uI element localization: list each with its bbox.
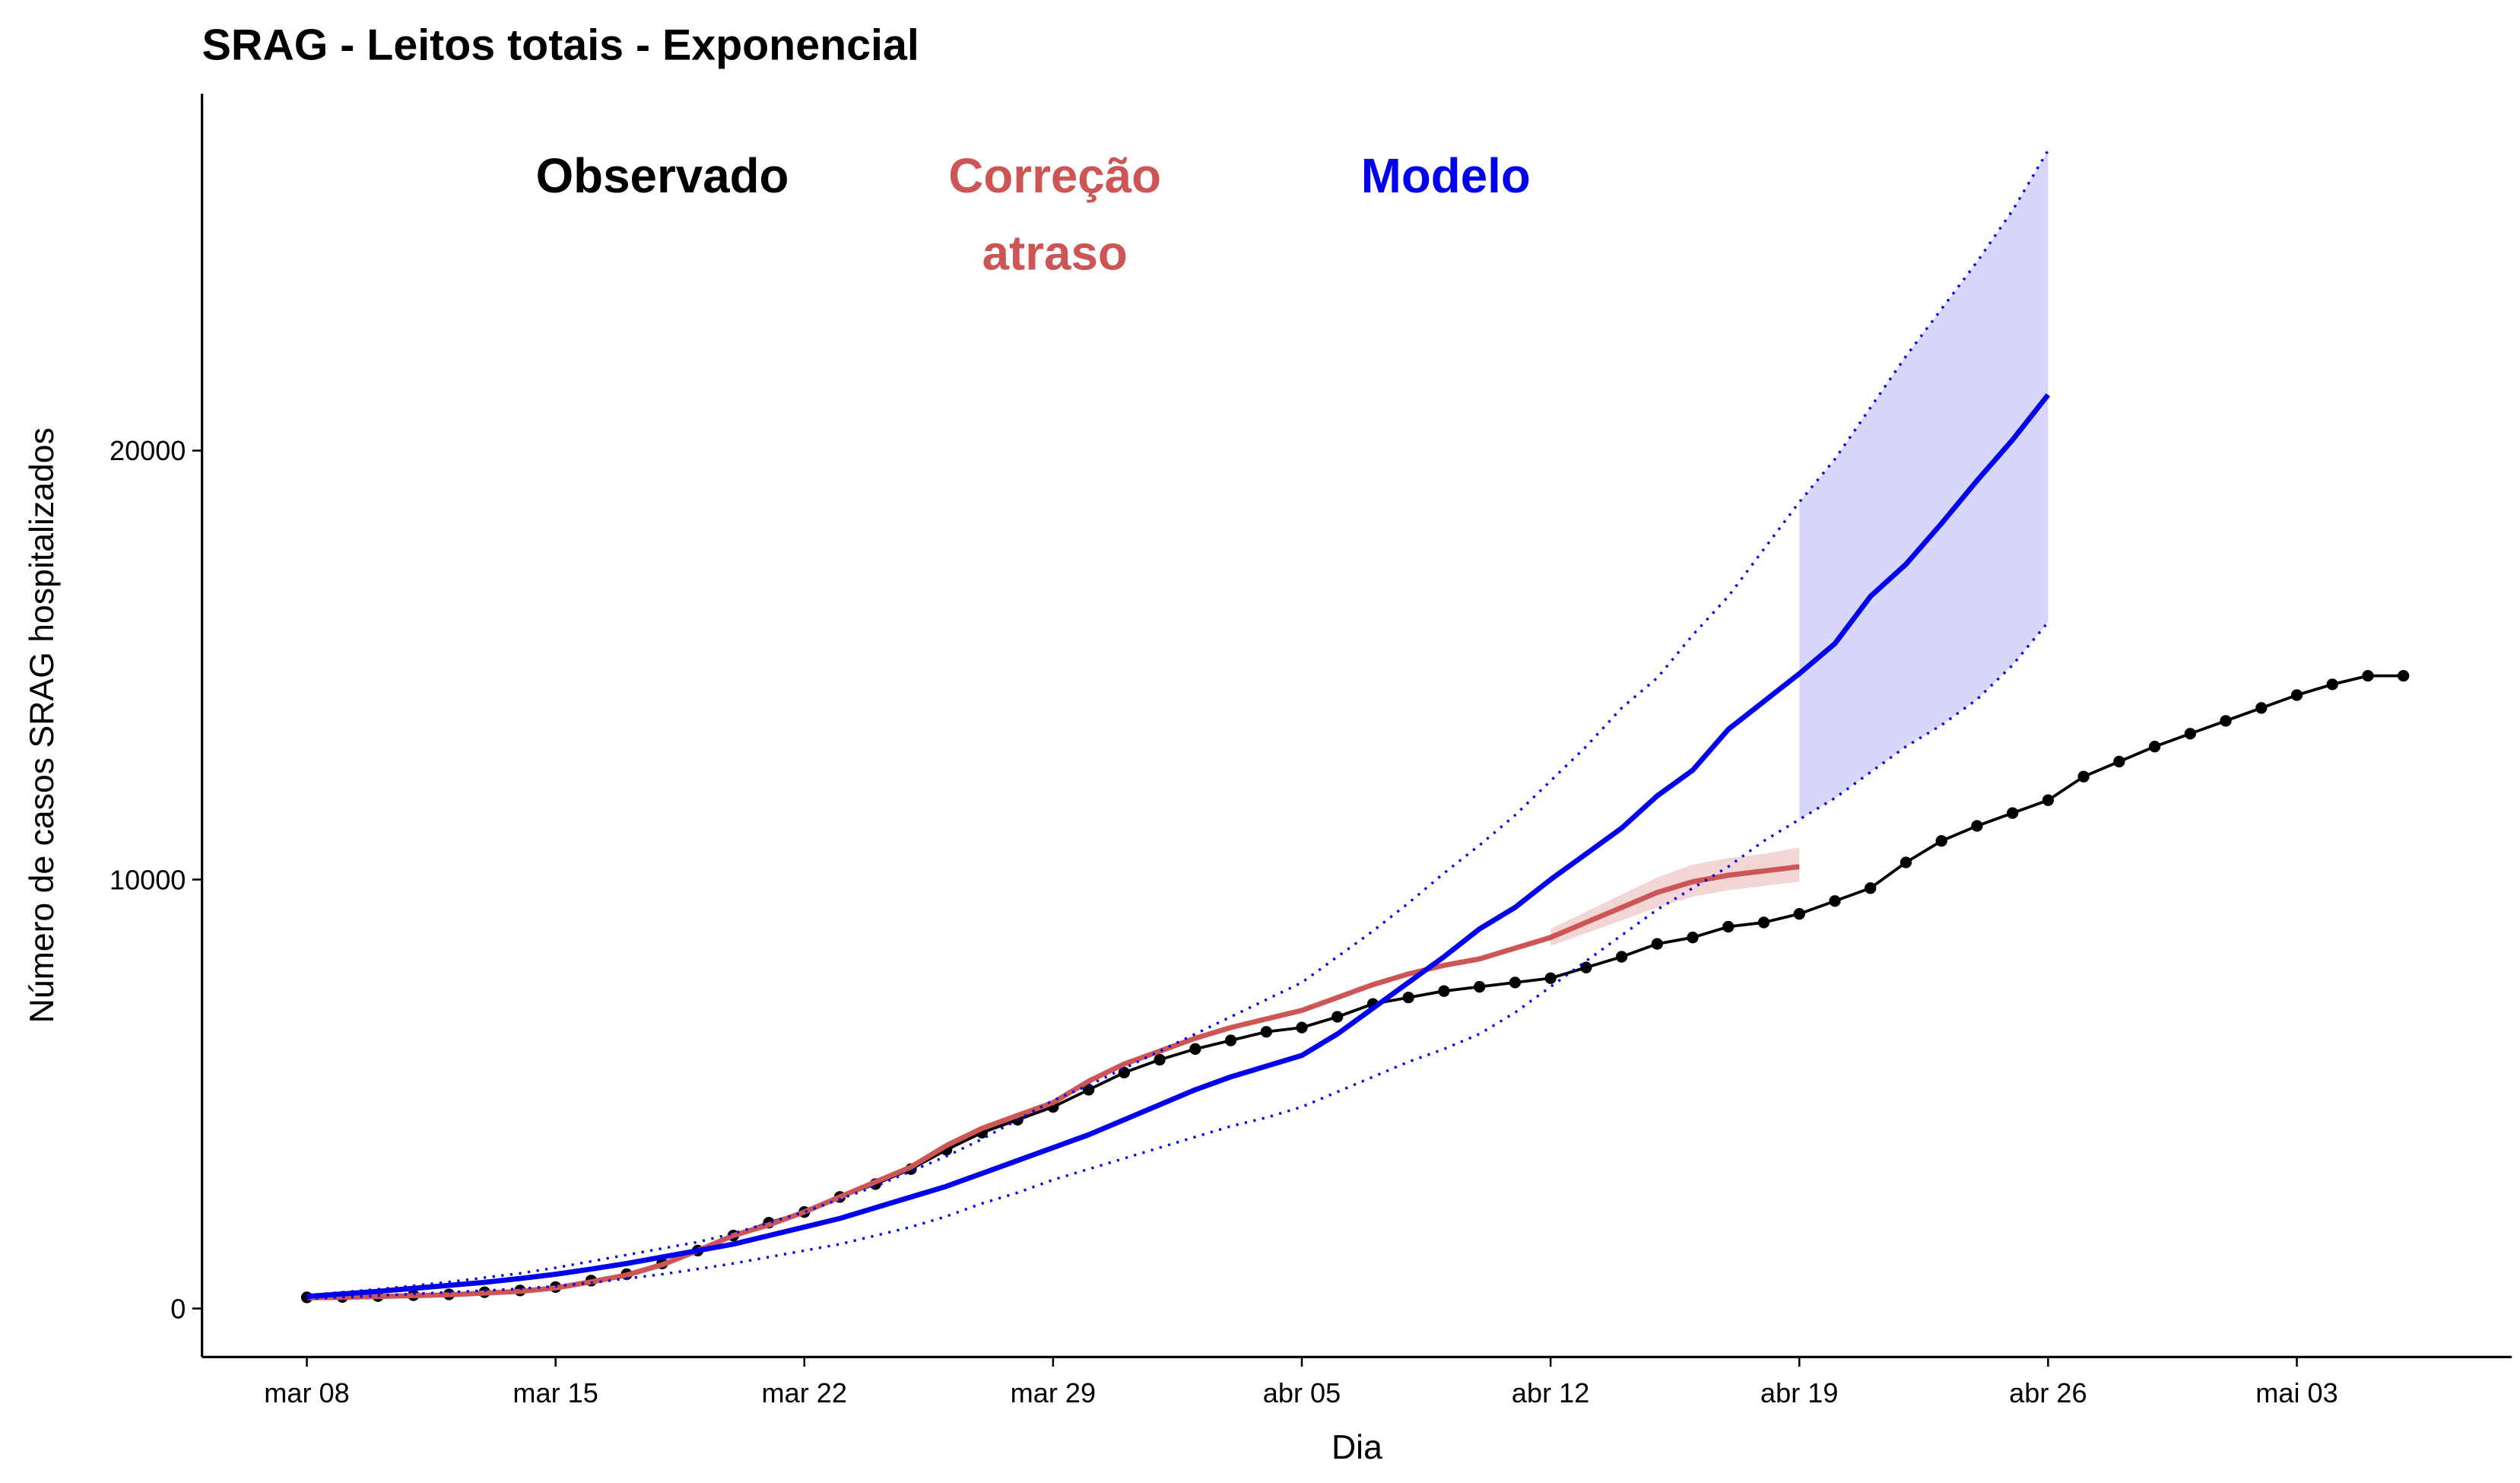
x-tick-label: abr 05 bbox=[1263, 1377, 1341, 1408]
data-point bbox=[1722, 920, 1734, 933]
data-point bbox=[1793, 908, 1805, 920]
x-tick-label: abr 26 bbox=[2009, 1377, 2087, 1408]
data-point bbox=[2362, 669, 2374, 682]
data-point bbox=[2220, 715, 2232, 727]
data-point bbox=[2326, 678, 2338, 691]
data-point bbox=[1935, 835, 1947, 847]
data-point bbox=[1402, 991, 1414, 1004]
data-point bbox=[1687, 932, 1699, 944]
x-tick-label: mar 08 bbox=[264, 1377, 349, 1408]
x-tick-label: mar 22 bbox=[762, 1377, 847, 1408]
data-point bbox=[2255, 702, 2268, 714]
data-point bbox=[2184, 728, 2196, 740]
data-point bbox=[1615, 951, 1628, 963]
correction-band bbox=[1550, 847, 1800, 946]
data-point bbox=[1331, 1011, 1344, 1023]
bound-line bbox=[306, 149, 2049, 1297]
data-point bbox=[2290, 689, 2303, 701]
data-point bbox=[2042, 794, 2055, 806]
x-axis-title: Dia bbox=[1331, 1429, 1382, 1466]
plot-area bbox=[300, 149, 2410, 1304]
y-tick-label: 20000 bbox=[109, 435, 186, 466]
data-point bbox=[1900, 856, 1912, 869]
series-line bbox=[306, 864, 1800, 1300]
data-point bbox=[1971, 820, 1983, 832]
data-point bbox=[2007, 807, 2019, 819]
x-tick-label: mar 15 bbox=[513, 1377, 598, 1408]
data-point bbox=[1474, 980, 1486, 993]
data-point bbox=[1580, 961, 1592, 973]
data-point bbox=[2113, 755, 2125, 768]
data-point bbox=[1509, 976, 1522, 989]
chart-title: SRAG - Leitos totais - Exponencial bbox=[202, 21, 919, 70]
legend-label: Observado bbox=[536, 148, 789, 203]
data-point bbox=[1757, 916, 1770, 929]
data-point bbox=[1154, 1053, 1166, 1066]
data-point bbox=[1296, 1021, 1308, 1034]
x-tick-label: abr 19 bbox=[1760, 1377, 1838, 1408]
data-point bbox=[1224, 1034, 1237, 1046]
data-point bbox=[1438, 985, 1450, 997]
x-tick-label: mar 29 bbox=[1011, 1377, 1096, 1408]
data-point bbox=[2077, 770, 2090, 783]
x-tick-label: mai 03 bbox=[2255, 1377, 2338, 1408]
legend-label: Modelo bbox=[1361, 148, 1531, 203]
legend-label: Correção atraso bbox=[948, 148, 1161, 281]
model-band bbox=[1799, 150, 2049, 820]
data-point bbox=[2148, 741, 2161, 753]
y-tick-label: 0 bbox=[170, 1293, 186, 1324]
data-point bbox=[2398, 669, 2410, 682]
data-point bbox=[1082, 1084, 1095, 1096]
x-tick-label: abr 12 bbox=[1512, 1377, 1589, 1408]
series-line bbox=[306, 674, 2404, 1299]
series-line bbox=[306, 393, 2051, 1300]
data-point bbox=[1260, 1026, 1272, 1038]
bound-line bbox=[306, 621, 2049, 1300]
data-point bbox=[1189, 1043, 1201, 1055]
data-point bbox=[1544, 972, 1557, 984]
data-point bbox=[1651, 938, 1663, 950]
y-tick-label: 10000 bbox=[109, 864, 186, 895]
data-point bbox=[1865, 882, 1877, 894]
y-axis-title: Número de casos SRAG hospitalizados bbox=[24, 427, 61, 1023]
data-point bbox=[1829, 895, 1841, 907]
